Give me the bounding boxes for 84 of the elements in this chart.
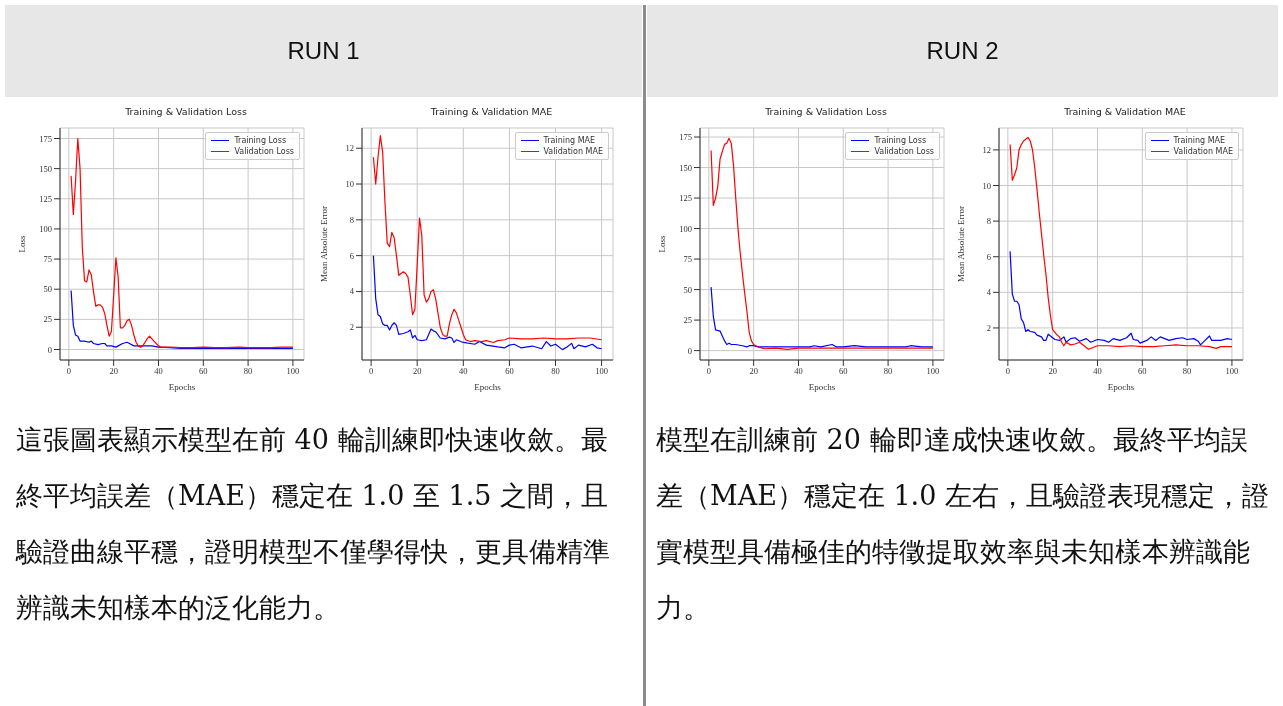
y-tick-label: 150 bbox=[679, 162, 692, 173]
x-tick-label: 80 bbox=[551, 366, 560, 377]
y-tick-label: 150 bbox=[39, 163, 52, 174]
y-tick-label: 100 bbox=[679, 223, 692, 234]
x-tick-label: 20 bbox=[109, 366, 118, 377]
y-axis-title: Mean Absolute Error bbox=[319, 206, 330, 282]
chart-title: Training & Validation Loss bbox=[764, 105, 888, 119]
legend-label: Training Loss bbox=[874, 135, 927, 146]
x-tick-label: 0 bbox=[706, 366, 711, 377]
x-tick-label: 20 bbox=[412, 366, 422, 377]
y-tick-label: 175 bbox=[39, 133, 52, 144]
y-tick-label: 75 bbox=[43, 254, 52, 265]
chart-title: Training & Validation Loss bbox=[124, 105, 248, 119]
x-tick-label: 80 bbox=[243, 366, 253, 377]
x-tick-label: 80 bbox=[883, 366, 893, 377]
y-tick-label: 12 bbox=[345, 143, 354, 154]
y-tick-label: 25 bbox=[43, 314, 52, 325]
x-axis-title: Epochs bbox=[1107, 382, 1135, 392]
line-series bbox=[372, 255, 603, 351]
y-tick-label: 10 bbox=[345, 179, 354, 190]
legend-label: Training MAE bbox=[1173, 135, 1226, 146]
legend-label: Validation MAE bbox=[1173, 146, 1233, 157]
x-tick-label: 0 bbox=[1005, 366, 1010, 377]
y-tick-label: 125 bbox=[39, 193, 52, 204]
x-axis-title: Epochs bbox=[808, 382, 836, 392]
line-series bbox=[1009, 250, 1233, 346]
legend-label: Validation MAE bbox=[543, 146, 603, 157]
x-tick-label: 20 bbox=[1048, 366, 1057, 377]
chart-title: Training & Validation MAE bbox=[1063, 105, 1187, 119]
y-tick-label: 4 bbox=[986, 287, 992, 298]
y-tick-label: 8 bbox=[986, 216, 991, 227]
x-tick-label: 60 bbox=[505, 366, 514, 377]
chart-title: Training & Validation MAE bbox=[429, 105, 554, 119]
legend-label: Validation Loss bbox=[234, 146, 294, 157]
line-series bbox=[70, 289, 294, 349]
x-tick-label: 40 bbox=[154, 366, 163, 377]
y-tick-label: 6 bbox=[986, 251, 991, 262]
x-tick-label: 40 bbox=[1093, 366, 1102, 377]
x-tick-label: 60 bbox=[1138, 366, 1147, 377]
y-tick-label: 125 bbox=[679, 193, 692, 204]
text: RUN 2 bbox=[926, 37, 999, 65]
x-tick-label: 40 bbox=[459, 366, 468, 377]
x-tick-label: 60 bbox=[839, 366, 848, 377]
line-series bbox=[1009, 136, 1233, 350]
y-tick-label: 75 bbox=[683, 254, 692, 265]
legend-label: Training Loss bbox=[234, 135, 287, 146]
legend-label: Validation Loss bbox=[874, 146, 934, 157]
line-series bbox=[372, 135, 603, 344]
y-tick-label: 50 bbox=[43, 284, 52, 295]
y-axis-title: Mean Absolute Error bbox=[956, 206, 967, 282]
x-tick-label: 40 bbox=[794, 366, 803, 377]
legend-label: Training MAE bbox=[543, 135, 596, 146]
x-tick-label: 80 bbox=[1182, 366, 1192, 377]
text: RUN 1 bbox=[287, 37, 360, 65]
y-tick-label: 2 bbox=[349, 322, 354, 333]
text: 這張圖表顯示模型在前 40 輪訓練即快速收斂。最終平均誤差（MAE）穩定在 1.0 至 1.5 之間，且驗證曲線平穩，證明模型不僅學得快，更具備精準辨識未知樣本的泛化能力。 bbox=[16, 423, 611, 625]
x-tick-label: 100 bbox=[926, 366, 940, 377]
y-tick-label: 25 bbox=[683, 315, 692, 326]
y-axis-title: Loss bbox=[657, 235, 668, 253]
line-series bbox=[70, 137, 294, 349]
x-tick-label: 100 bbox=[595, 366, 608, 377]
y-tick-label: 10 bbox=[982, 180, 991, 191]
y-tick-label: 4 bbox=[349, 286, 355, 297]
x-tick-label: 0 bbox=[66, 366, 71, 377]
y-tick-label: 0 bbox=[47, 344, 52, 355]
text: 模型在訓練前 20 輪即達成快速收斂。最終平均誤差（MAE）穩定在 1.0 左右，且驗證表現穩定，證實模型具備極佳的特徵提取效率與未知樣本辨識能力。 bbox=[656, 423, 1270, 625]
y-tick-label: 6 bbox=[349, 250, 354, 261]
y-tick-label: 0 bbox=[687, 345, 692, 356]
y-tick-label: 50 bbox=[683, 284, 692, 295]
line-series bbox=[710, 286, 934, 348]
y-tick-label: 175 bbox=[679, 132, 692, 143]
y-tick-label: 2 bbox=[986, 322, 991, 333]
y-axis-title: Loss bbox=[17, 235, 28, 253]
y-tick-label: 12 bbox=[982, 144, 991, 155]
y-tick-label: 100 bbox=[39, 223, 52, 234]
x-tick-label: 100 bbox=[1225, 366, 1239, 377]
x-tick-label: 0 bbox=[368, 366, 374, 377]
x-tick-label: 100 bbox=[286, 366, 300, 377]
x-tick-label: 60 bbox=[199, 366, 208, 377]
line-series bbox=[710, 137, 934, 350]
x-axis-title: Epochs bbox=[168, 382, 196, 392]
x-axis-title: Epochs bbox=[474, 382, 502, 392]
x-tick-label: 20 bbox=[749, 366, 758, 377]
y-tick-label: 8 bbox=[349, 214, 354, 225]
